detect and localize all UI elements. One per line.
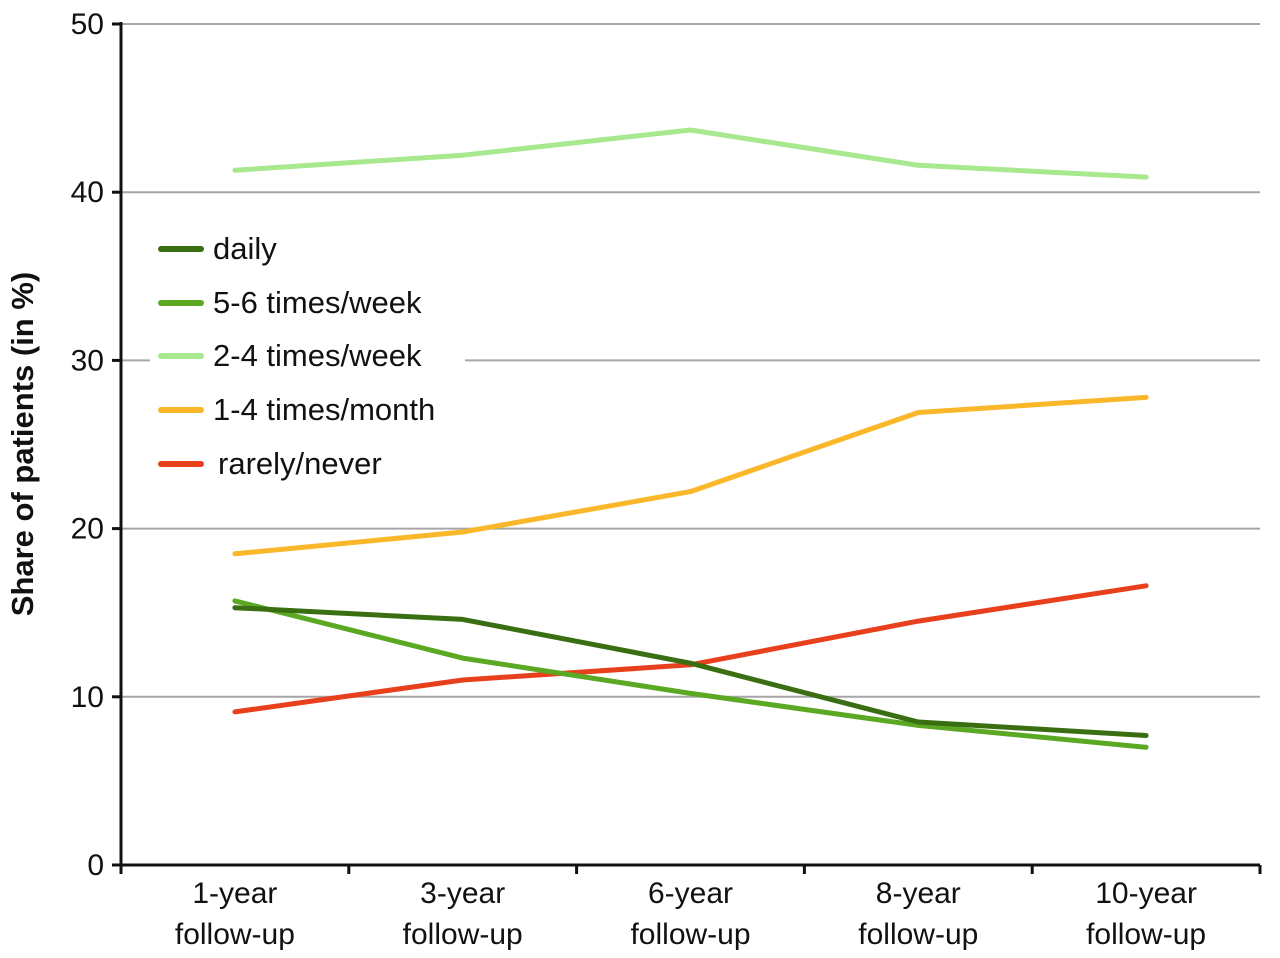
y-tick-label: 40 — [71, 176, 104, 209]
legend-item: 2-4 times/week — [158, 338, 422, 373]
legend-label: 2-4 times/week — [213, 338, 422, 373]
series-line-2-4-times-week — [232, 127, 1149, 180]
legend-label: 1-4 times/month — [213, 392, 435, 427]
y-tick-label: 10 — [71, 681, 104, 714]
legend-item: 1-4 times/month — [158, 392, 435, 427]
x-tick-label: 3-year follow-up — [403, 877, 523, 951]
x-tick-label: 6-year follow-up — [630, 877, 750, 951]
legend: daily 5-6 times/week 2-4 times/week 1-4 tim… — [158, 231, 435, 481]
series-line-5-6-times-week — [232, 598, 1149, 750]
x-tick-label: 8-year follow-up — [858, 877, 978, 951]
x-tick-label: 1-year follow-up — [175, 877, 295, 951]
y-axis-title: Share of patients (in %) — [5, 272, 40, 616]
x-tick-label: 10-year follow-up — [1086, 877, 1206, 951]
y-tick-label: 20 — [71, 513, 104, 546]
legend-item: daily — [158, 231, 277, 266]
axes — [119, 22, 1260, 867]
series-lines — [232, 127, 1149, 750]
y-axis-ticks: 0 10 20 30 40 50 — [71, 8, 121, 882]
x-axis-ticks: 1-year follow-up 3-year follow-up 6-year foll… — [119, 865, 1262, 951]
legend-label: rarely/never — [218, 446, 382, 481]
series-line-1-4-times-month — [232, 394, 1149, 557]
legend-item: 5-6 times/week — [158, 285, 422, 320]
y-tick-label: 30 — [71, 344, 104, 377]
y-tick-label: 50 — [71, 8, 104, 41]
legend-label: 5-6 times/week — [213, 285, 422, 320]
legend-item: rarely/never — [158, 446, 382, 481]
series-line-daily — [232, 605, 1149, 738]
y-tick-label: 0 — [87, 849, 104, 882]
legend-label: daily — [213, 231, 277, 266]
